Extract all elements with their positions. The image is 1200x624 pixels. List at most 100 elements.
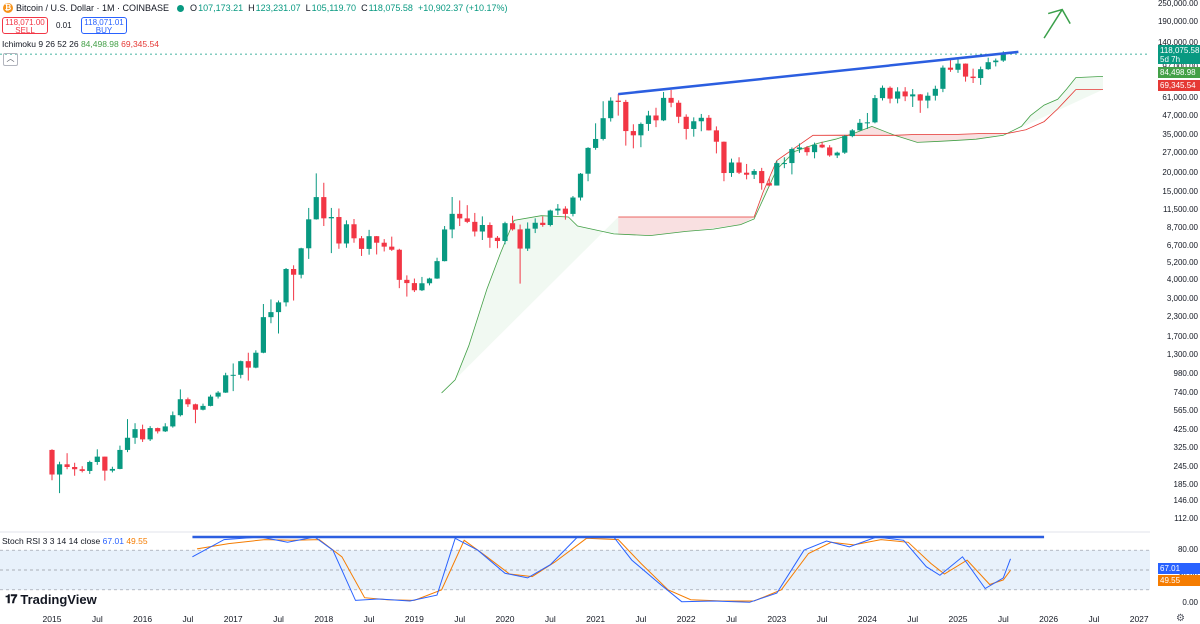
candle-body xyxy=(623,101,629,132)
time-axis-tick: Jul xyxy=(454,614,466,624)
candle-body xyxy=(585,147,591,174)
gear-icon[interactable]: ⚙ xyxy=(1176,613,1185,624)
candle-body xyxy=(479,224,485,232)
stoch-rsi-legend[interactable]: Stoch RSI 3 3 14 14 close 67.01 49.55 xyxy=(2,536,148,546)
up-arrow-icon xyxy=(1043,9,1063,39)
time-axis-tick: Jul xyxy=(997,614,1009,624)
sell-label: SELL xyxy=(15,26,35,35)
countdown: 5d 7h xyxy=(1160,55,1181,64)
candle-body xyxy=(321,197,327,219)
candle-body xyxy=(389,246,395,250)
spread-value: 0.01 xyxy=(56,21,72,30)
candle-body xyxy=(72,466,78,470)
open-label: O xyxy=(190,3,198,13)
time-axis-tick: 2020 xyxy=(495,614,515,624)
bitcoin-icon: ₿ xyxy=(3,3,13,13)
candle-body xyxy=(857,122,863,131)
candle-body xyxy=(449,213,455,230)
candle-body xyxy=(328,217,334,219)
candle-body xyxy=(147,428,153,440)
stoch-k-line xyxy=(192,536,1011,603)
candle-body xyxy=(698,117,704,122)
open-value: 107,173.21 xyxy=(198,3,244,13)
candle-body xyxy=(140,429,146,440)
candle-body xyxy=(509,223,516,230)
senkou-span-a xyxy=(441,76,1104,394)
candle-body xyxy=(804,147,810,153)
price-axis-tick: 6,700.00 xyxy=(1166,240,1198,250)
candle-body xyxy=(947,67,954,70)
stoch-d-value: 49.55 xyxy=(126,536,148,546)
symbol-title[interactable]: Bitcoin / U.S. Dollar · 1M · COINBASE xyxy=(16,3,170,13)
stoch-name: Stoch RSI 3 3 14 14 close xyxy=(2,536,101,546)
buy-button[interactable]: 118,071.01 BUY xyxy=(81,17,127,35)
candle-body xyxy=(978,69,984,79)
candle-body xyxy=(155,428,161,432)
candle-body xyxy=(185,399,191,405)
candle-body xyxy=(381,242,387,247)
sell-button[interactable]: 118,071.00 SELL xyxy=(2,17,48,35)
stoch-k-tag: 67.01 xyxy=(1158,563,1200,574)
candle-body xyxy=(940,67,946,89)
candle-body xyxy=(608,100,614,119)
span-a-tag: 84,498.98 xyxy=(1158,67,1200,78)
stoch-d-line xyxy=(196,537,1011,602)
candle-body xyxy=(744,172,750,175)
price-axis-tick: 27,000.00 xyxy=(1162,147,1198,157)
candle-body xyxy=(630,131,636,136)
time-axis-tick: Jul xyxy=(816,614,828,624)
candle-body xyxy=(162,426,168,432)
candle-body xyxy=(291,268,297,275)
candle-body xyxy=(94,456,100,462)
candle-body xyxy=(426,278,433,284)
candle-body xyxy=(374,236,380,243)
candle-body xyxy=(132,429,138,438)
candle-body xyxy=(683,116,689,129)
price-axis-tick: 1,300.00 xyxy=(1166,350,1198,360)
candle-body xyxy=(668,97,674,103)
price-axis-tick: 11,500.00 xyxy=(1163,204,1198,214)
time-axis-tick: 2021 xyxy=(586,614,606,624)
candle-body xyxy=(970,76,976,79)
cloud-fill-bull xyxy=(441,76,1104,393)
candle-body xyxy=(872,98,878,123)
ohlc-legend: ₿ Bitcoin / U.S. Dollar · 1M · COINBASE … xyxy=(0,0,513,16)
candle-body xyxy=(442,229,448,262)
candle-body xyxy=(691,121,697,129)
candle-body xyxy=(207,396,214,406)
close-label: C xyxy=(361,3,368,13)
price-axis-tick: 112.00 xyxy=(1174,514,1198,523)
trendline[interactable] xyxy=(618,50,1019,96)
price-axis-tick: 5,200.00 xyxy=(1166,257,1198,267)
candle-body xyxy=(721,141,727,174)
chevron-up-icon: ︿ xyxy=(6,54,15,63)
candle-body xyxy=(925,95,931,101)
candle-body xyxy=(49,449,55,475)
ichimoku-cloud xyxy=(441,76,1104,394)
candle-body xyxy=(494,237,501,242)
stoch-axis-tick: 0.00 xyxy=(1182,598,1198,607)
ichimoku-legend[interactable]: Ichimoku 9 26 52 26 84,498.98 69,345.54 xyxy=(2,39,159,49)
high-label: H xyxy=(248,3,255,13)
time-axis-tick: Jul xyxy=(635,614,647,624)
candle-body xyxy=(766,183,772,186)
price-axis-tick: 4,000.00 xyxy=(1166,275,1198,285)
candle-body xyxy=(457,213,463,219)
candle-body xyxy=(525,228,531,249)
candle-body xyxy=(223,375,229,393)
stoch-d-tag: 49.55 xyxy=(1158,575,1200,586)
change-value: +10,902.37 (+10.17%) xyxy=(417,3,508,13)
time-axis-tick: 2027 xyxy=(1129,614,1149,624)
candle-body xyxy=(502,223,508,242)
candle-body xyxy=(879,87,886,99)
candle-body xyxy=(577,173,584,198)
collapse-legend-button[interactable]: ︿ xyxy=(3,53,18,66)
candle-body xyxy=(910,94,916,97)
candle-body xyxy=(87,461,93,471)
candle-body xyxy=(917,94,923,101)
candle-body xyxy=(283,268,289,303)
candle-body xyxy=(192,404,199,410)
price-axis-tick: 140,000.00 xyxy=(1157,37,1198,47)
candle-body xyxy=(660,97,667,121)
